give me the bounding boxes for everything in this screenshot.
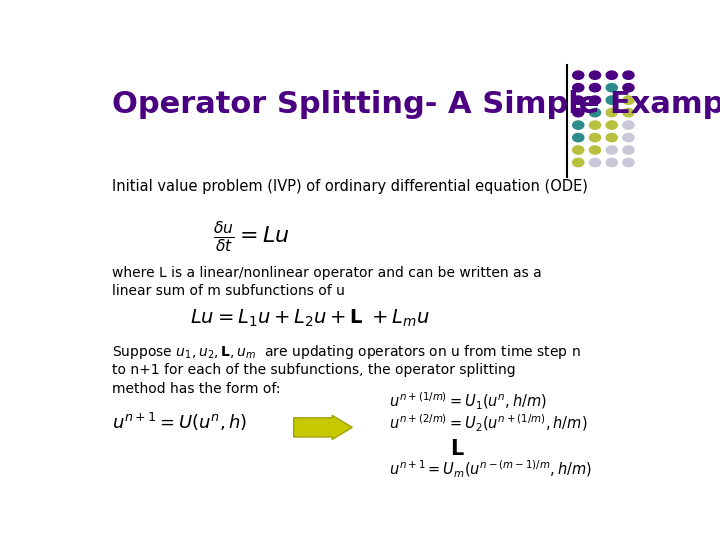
Circle shape — [623, 146, 634, 154]
Text: $u^{n+1} = U(u^n, h)$: $u^{n+1} = U(u^n, h)$ — [112, 411, 248, 433]
Circle shape — [623, 121, 634, 129]
Text: $u^{n+1} = U_m(u^{n-(m-1)/m}, h/m)$: $u^{n+1} = U_m(u^{n-(m-1)/m}, h/m)$ — [389, 458, 592, 480]
Circle shape — [572, 133, 584, 141]
Circle shape — [572, 146, 584, 154]
Circle shape — [572, 84, 584, 92]
Circle shape — [623, 158, 634, 167]
Circle shape — [606, 109, 617, 117]
Text: to n+1 for each of the subfunctions, the operator splitting: to n+1 for each of the subfunctions, the… — [112, 362, 516, 376]
Circle shape — [572, 109, 584, 117]
Text: $u^{n+(1/m)} = U_1(u^n, h/m)$: $u^{n+(1/m)} = U_1(u^n, h/m)$ — [389, 391, 546, 413]
Circle shape — [606, 84, 617, 92]
Circle shape — [606, 96, 617, 104]
Circle shape — [572, 121, 584, 129]
Circle shape — [572, 158, 584, 167]
Circle shape — [606, 121, 617, 129]
Text: linear sum of m subfunctions of u: linear sum of m subfunctions of u — [112, 285, 345, 298]
Circle shape — [623, 84, 634, 92]
Circle shape — [590, 158, 600, 167]
Text: $\mathbf{L}$: $\mathbf{L}$ — [450, 439, 464, 459]
Circle shape — [590, 133, 600, 141]
Text: $\frac{\delta u}{\delta t} = Lu$: $\frac{\delta u}{\delta t} = Lu$ — [213, 219, 289, 254]
Circle shape — [606, 133, 617, 141]
Circle shape — [606, 158, 617, 167]
Circle shape — [606, 146, 617, 154]
Circle shape — [590, 84, 600, 92]
Text: $u^{n+(2/m)} = U_2(u^{n+(1/m)}, h/m)$: $u^{n+(2/m)} = U_2(u^{n+(1/m)}, h/m)$ — [389, 413, 587, 434]
Circle shape — [590, 96, 600, 104]
Circle shape — [590, 71, 600, 79]
Circle shape — [606, 71, 617, 79]
Circle shape — [623, 96, 634, 104]
Circle shape — [590, 109, 600, 117]
Text: Suppose $u_1, u_2, \mathbf{L}, u_m$  are updating operators on u from time step : Suppose $u_1, u_2, \mathbf{L}, u_m$ are … — [112, 343, 581, 361]
Text: $Lu = L_1 u + L_2 u + \mathbf{L} \; + L_m u$: $Lu = L_1 u + L_2 u + \mathbf{L} \; + L_… — [190, 308, 431, 329]
FancyArrow shape — [294, 415, 352, 440]
Circle shape — [623, 109, 634, 117]
Circle shape — [623, 71, 634, 79]
Circle shape — [572, 71, 584, 79]
Circle shape — [623, 133, 634, 141]
Text: Initial value problem (IVP) of ordinary differential equation (ODE): Initial value problem (IVP) of ordinary … — [112, 179, 588, 194]
Circle shape — [572, 96, 584, 104]
Circle shape — [590, 146, 600, 154]
Circle shape — [590, 121, 600, 129]
Text: where L is a linear/nonlinear operator and can be written as a: where L is a linear/nonlinear operator a… — [112, 266, 542, 280]
Text: Operator Splitting- A Simple Example: Operator Splitting- A Simple Example — [112, 90, 720, 119]
Text: method has the form of:: method has the form of: — [112, 382, 281, 396]
